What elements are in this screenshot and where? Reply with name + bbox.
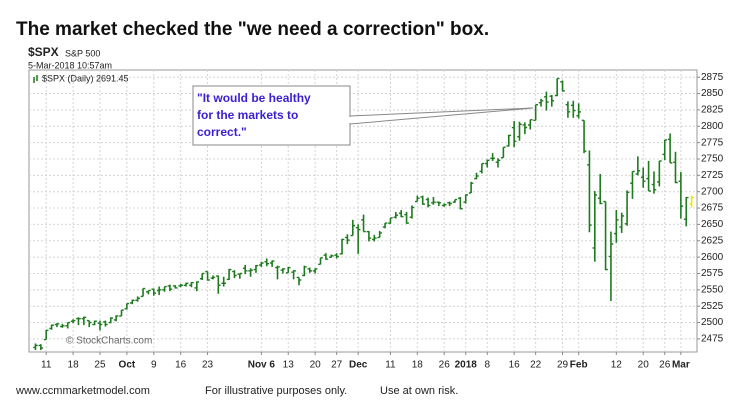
y-tick-label: 2850 — [701, 88, 724, 99]
y-tick-label: 2875 — [701, 72, 724, 83]
y-tick-label: 2825 — [701, 105, 724, 116]
bars — [33, 77, 694, 351]
y-tick-label: 2750 — [701, 154, 724, 165]
annotation-line: "It would be healthy — [197, 91, 311, 105]
x-tick-label: 9 — [151, 360, 157, 371]
x-tick-label: 12 — [611, 360, 623, 371]
x-tick-label: 16 — [175, 360, 187, 371]
y-tick-label: 2525 — [701, 301, 724, 312]
timestamp: 5-Mar-2018 10:57am — [28, 60, 112, 70]
x-tick-label: 11 — [385, 360, 396, 371]
x-tick-label: 2018 — [455, 360, 478, 371]
x-tick-label: 11 — [41, 360, 52, 371]
y-tick-label: 2800 — [701, 121, 724, 132]
symbol: $SPX — [28, 45, 59, 59]
footer-note: Use at own risk. — [380, 385, 458, 397]
x-tick-label: 13 — [283, 360, 295, 371]
x-tick-label: Dec — [349, 360, 368, 371]
x-tick-label: 23 — [202, 360, 214, 371]
legend: $SPX (Daily) 2691.45 — [42, 73, 129, 83]
x-tick-label: 20 — [310, 360, 322, 371]
x-tick-label: Oct — [119, 360, 136, 371]
plot-frame — [28, 69, 698, 353]
chart-title: The market checked the "we need a correc… — [16, 19, 489, 40]
footer-note: For illustrative purposes only. — [205, 385, 347, 397]
y-tick-label: 2550 — [701, 284, 724, 295]
symbol-name: S&P 500 — [65, 48, 100, 58]
y-tick-label: 2700 — [701, 186, 724, 197]
grid — [29, 70, 697, 352]
y-tick-label: 2725 — [701, 170, 724, 181]
x-tick-label: 16 — [509, 360, 521, 371]
y-tick-label: 2675 — [701, 203, 724, 214]
y-tick-label: 2775 — [701, 137, 724, 148]
x-tick-label: 27 — [331, 360, 343, 371]
x-tick-label: 18 — [68, 360, 80, 371]
watermark: © StockCharts.com — [66, 336, 152, 347]
x-tick-label: 26 — [659, 360, 671, 371]
x-tick-label: 22 — [530, 360, 542, 371]
y-tick-label: 2500 — [701, 317, 724, 328]
legend-icon — [33, 75, 38, 83]
x-tick-label: Feb — [570, 360, 588, 371]
y-tick-label: 2600 — [701, 252, 724, 263]
x-tick-label: 26 — [439, 360, 451, 371]
x-tick-label: 29 — [557, 360, 569, 371]
y-tick-label: 2650 — [701, 219, 724, 230]
x-tick-label: Mar — [672, 360, 690, 371]
x-tick-label: 18 — [412, 360, 424, 371]
x-tick-label: 20 — [638, 360, 650, 371]
footer-site: www.ccmmarketmodel.com — [15, 385, 150, 397]
annotation-line: for the markets to — [197, 108, 298, 122]
y-tick-label: 2475 — [701, 334, 724, 345]
y-tick-label: 2575 — [701, 268, 724, 279]
x-tick-label: Nov 6 — [248, 360, 276, 371]
x-tick-label: 25 — [94, 360, 106, 371]
x-tick-label: 8 — [484, 360, 490, 371]
annotation-line: correct." — [197, 125, 247, 139]
annotation-box — [192, 85, 351, 146]
y-tick-label: 2625 — [701, 235, 724, 246]
